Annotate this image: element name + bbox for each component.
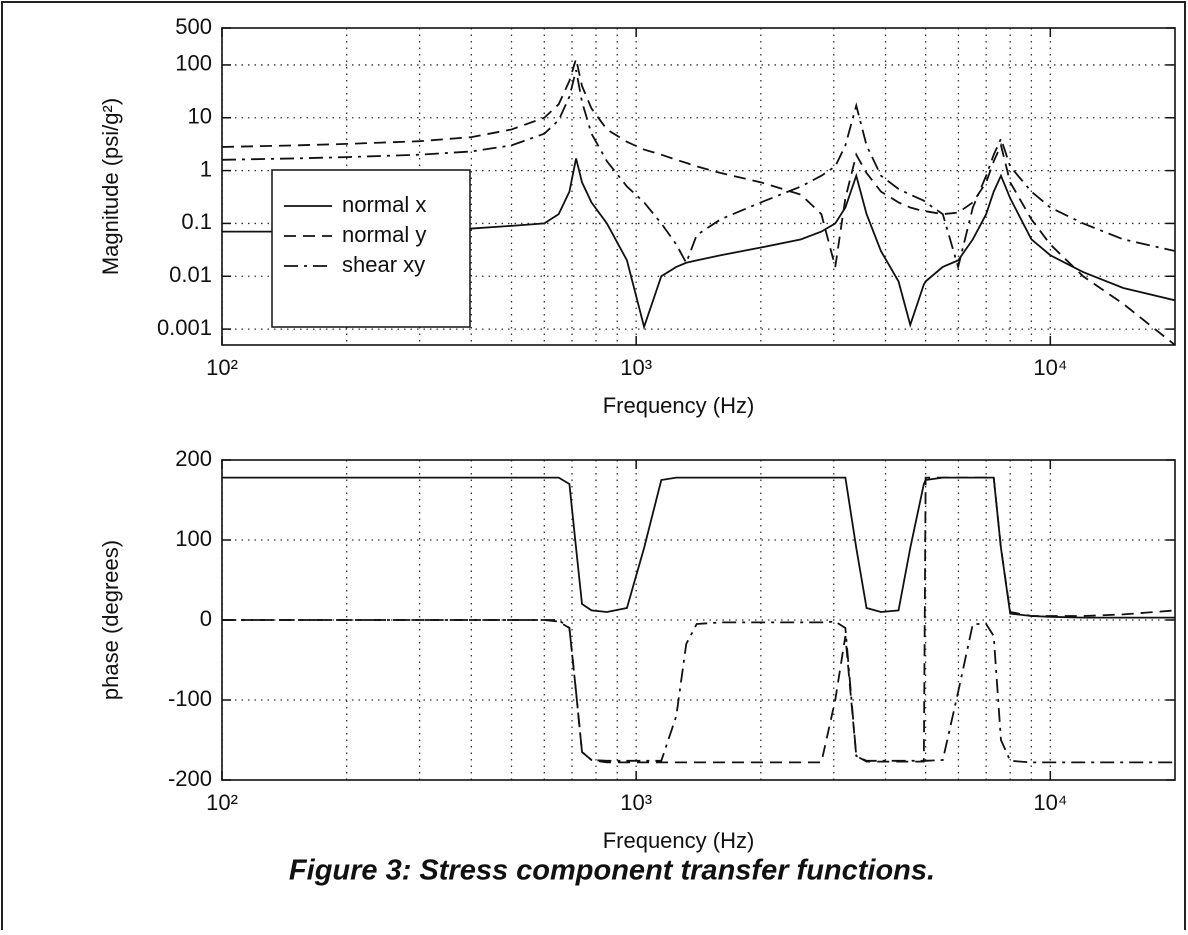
series-line [222,476,1175,619]
y-axis-label: phase (degrees) [98,540,123,700]
subplot: 10² 10³ 10⁴ -200 -100 0 100 200 Frequency (Hz) ph… [98,446,1176,853]
y-tick-label: -200 [168,766,212,791]
series-line [222,476,1175,764]
series-line [222,158,1175,331]
y-tick-label: 0.01 [169,262,212,287]
x-tick-label: 10⁴ [1033,355,1067,380]
y-tick-label: 0.1 [181,209,212,234]
legend-label: normal x [342,192,426,217]
y-tick-label: 500 [175,14,212,39]
legend: normal x normal y shear xy [271,169,471,328]
x-tick-label: 10⁴ [1033,790,1067,815]
y-tick-label: 0 [200,606,212,631]
series-line [222,69,1175,271]
x-axis-label: Frequency (Hz) [603,828,755,853]
axes-box [221,27,1176,346]
x-tick-label: 10² [206,790,238,815]
x-tick-label: 10³ [620,355,652,380]
x-tick-label: 10² [206,355,238,380]
y-tick-label: -100 [168,686,212,711]
series-line [222,619,1175,764]
y-tick-label: 0.001 [157,315,212,340]
figure-caption: Figure 3: Stress component transfer func… [289,855,935,887]
x-tick-label: 10³ [620,790,652,815]
subplot: 10² 10³ 10⁴ 0.001 0.01 0.1 1 10 100 500 Frequency … [98,14,1176,418]
y-tick-label: 100 [175,526,212,551]
x-axis-label: Frequency (Hz) [603,393,755,418]
y-tick-label: 10 [188,104,212,129]
legend-label: normal y [342,222,426,247]
y-axis-label: Magnitude (psi/g²) [98,98,123,275]
y-tick-label: 1 [200,156,212,181]
y-tick-label: 200 [175,446,212,471]
y-tick-label: 100 [175,51,212,76]
legend-box [271,169,471,328]
legend-label: shear xy [342,252,425,277]
axes-box [221,459,1176,781]
series-line [222,55,1175,345]
